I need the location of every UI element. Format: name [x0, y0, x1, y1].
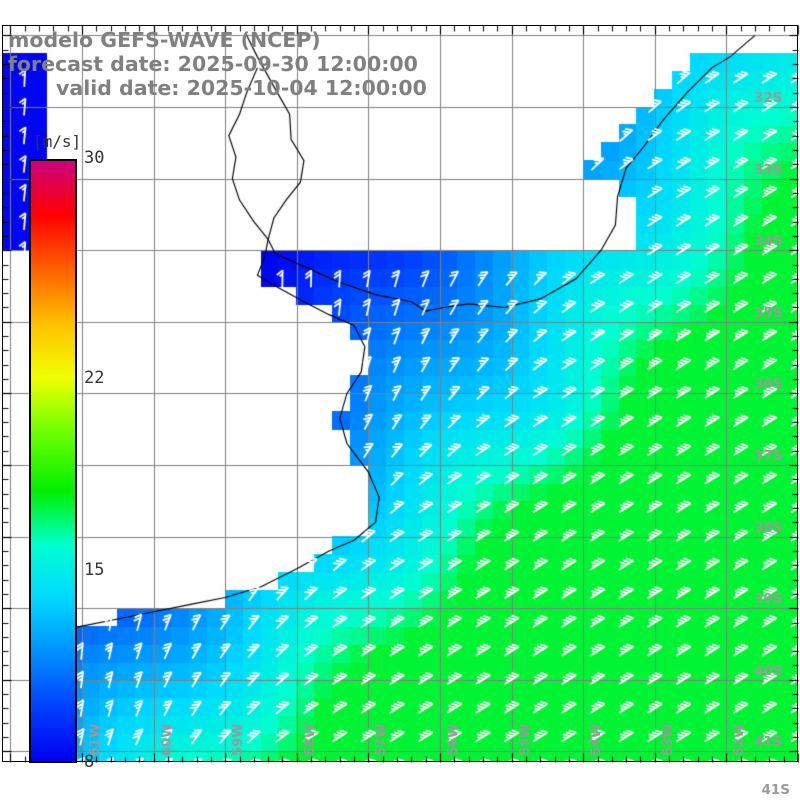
- colorbar-tick-8: 8: [84, 752, 95, 772]
- colorbar-units-label: [m/s]: [33, 132, 82, 151]
- colorbar-tick-30: 30: [84, 148, 105, 168]
- colorbar[interactable]: [29, 159, 77, 763]
- colorbar-body: [29, 159, 77, 763]
- map-plot-area[interactable]: [2, 25, 798, 762]
- colorbar-gradient: [31, 161, 75, 761]
- map-raster: [2, 25, 798, 762]
- corner-latitude-label: 41S: [761, 782, 790, 798]
- colorbar-tick-22: 22: [84, 367, 105, 388]
- colorbar-tick-15: 15: [84, 559, 105, 580]
